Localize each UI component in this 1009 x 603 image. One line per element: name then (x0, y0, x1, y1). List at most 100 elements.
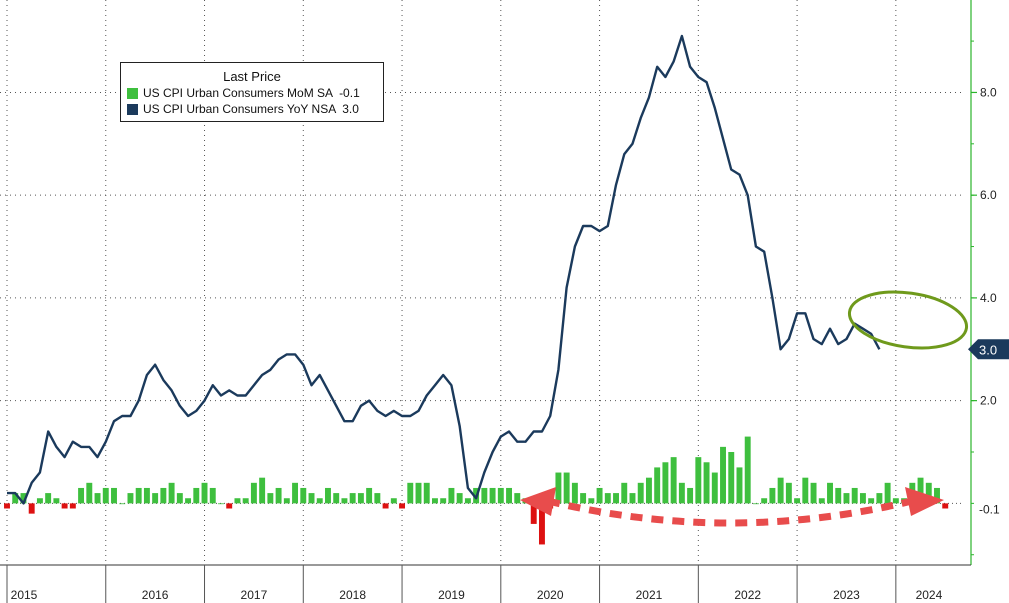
mom-bar (925, 482, 932, 504)
legend-label-mom: US CPI Urban Consumers MoM SA (143, 86, 334, 100)
yoy-last-badge (968, 339, 1009, 360)
mom-bar (218, 503, 224, 505)
mom-bar (851, 487, 858, 504)
mom-bar (810, 482, 817, 504)
mom-bar (744, 436, 751, 504)
bottom-axis: 2015 2016 2017 2018 2019 2020 2021 2022 2023 2024 (0, 564, 971, 603)
mom-bar (69, 503, 76, 509)
mom-bars (4, 436, 949, 545)
arrow-head-left (520, 487, 556, 516)
mom-bar (102, 487, 109, 504)
mom-bar (28, 503, 35, 514)
legend-title: Last Price (223, 69, 281, 84)
mom-bar (456, 493, 463, 504)
mom-bar (275, 487, 282, 504)
mom-bar (423, 482, 430, 504)
mom-bar (399, 503, 406, 509)
mom-bar (135, 487, 142, 504)
mom-bar (571, 482, 578, 504)
mom-bar (868, 498, 875, 504)
mom-bar (308, 493, 315, 504)
mom-bar (785, 482, 792, 504)
mom-bar (884, 482, 891, 504)
mom-bar (711, 472, 718, 504)
mom-bar (448, 487, 455, 504)
mom-bar (917, 477, 924, 504)
mom-bar (637, 482, 644, 504)
mom-bar (736, 467, 743, 504)
mom-bar (382, 503, 389, 509)
mom-bar (859, 493, 866, 504)
mom-bar (316, 498, 323, 504)
mom-bar (506, 487, 512, 504)
legend-swatch-mom (127, 87, 138, 99)
mom-bar (777, 477, 784, 504)
legend-item-mom: US CPI Urban Consumers MoM SA -0.1 (121, 85, 383, 101)
mom-bar (588, 498, 595, 504)
mom-bar (695, 457, 702, 504)
yoy-line (7, 34, 881, 505)
mom-bar (720, 446, 726, 504)
legend-swatch-yoy (127, 103, 138, 115)
mom-bar (209, 487, 216, 504)
mom-bar (818, 498, 825, 504)
mom-bar (325, 487, 331, 504)
mom-bar (374, 493, 381, 504)
mom-bar (563, 472, 570, 504)
mom-bar (827, 482, 833, 504)
mom-bar (662, 462, 669, 504)
x-year-label: 2024 (916, 588, 943, 602)
mom-bar (769, 487, 776, 504)
x-year-label: 2020 (537, 588, 564, 602)
y-tick-label: 6.0 (980, 188, 997, 202)
mom-bar (259, 477, 266, 504)
mom-bar (934, 487, 940, 504)
mom-bar (341, 498, 348, 504)
mom-bar (728, 452, 735, 504)
mom-bar (53, 498, 60, 504)
right-axis: 2.0 4.0 6.0 8.0 (970, 0, 997, 565)
y-tick-label: 4.0 (980, 291, 997, 305)
mom-bar (761, 498, 768, 504)
mom-bar (629, 493, 636, 504)
mom-bar (687, 487, 694, 504)
mom-bar (407, 482, 414, 504)
mom-bar (176, 493, 183, 504)
mom-bar (843, 493, 850, 504)
x-year-label: 2015 (11, 588, 38, 602)
mom-bar (366, 487, 373, 504)
last-value-labels: 3.0 -0.1 (968, 339, 1009, 517)
mom-bar (604, 493, 611, 504)
mom-bar (45, 493, 52, 504)
mom-bar (613, 493, 619, 504)
mom-bar (242, 498, 249, 504)
mom-bar (670, 457, 677, 504)
arrow-head-right (905, 487, 944, 516)
mom-bar (432, 498, 438, 504)
mom-bar (193, 487, 200, 504)
mom-bar (86, 482, 93, 504)
mom-bar (752, 503, 759, 505)
mom-bar (876, 493, 883, 504)
mom-bar (678, 482, 685, 504)
mom-bar (654, 467, 661, 504)
mom-bar (12, 493, 19, 504)
mom-bar (111, 487, 117, 504)
mom-bar (234, 498, 241, 504)
mom-bar (201, 482, 208, 504)
mom-bar (835, 487, 842, 504)
mom-bar (94, 493, 101, 504)
legend-value-yoy: 3.0 (342, 102, 359, 116)
mom-bar (530, 503, 537, 524)
highlight-ellipse (847, 290, 969, 350)
mom-bar (333, 493, 340, 504)
mom-bar (119, 503, 126, 505)
mom-bar (250, 482, 257, 504)
mom-bar (127, 493, 134, 504)
mom-bar (596, 487, 603, 504)
x-year-label: 2017 (241, 588, 268, 602)
mom-bar (168, 482, 175, 504)
mom-bar (440, 498, 447, 504)
mom-bar (283, 498, 290, 504)
